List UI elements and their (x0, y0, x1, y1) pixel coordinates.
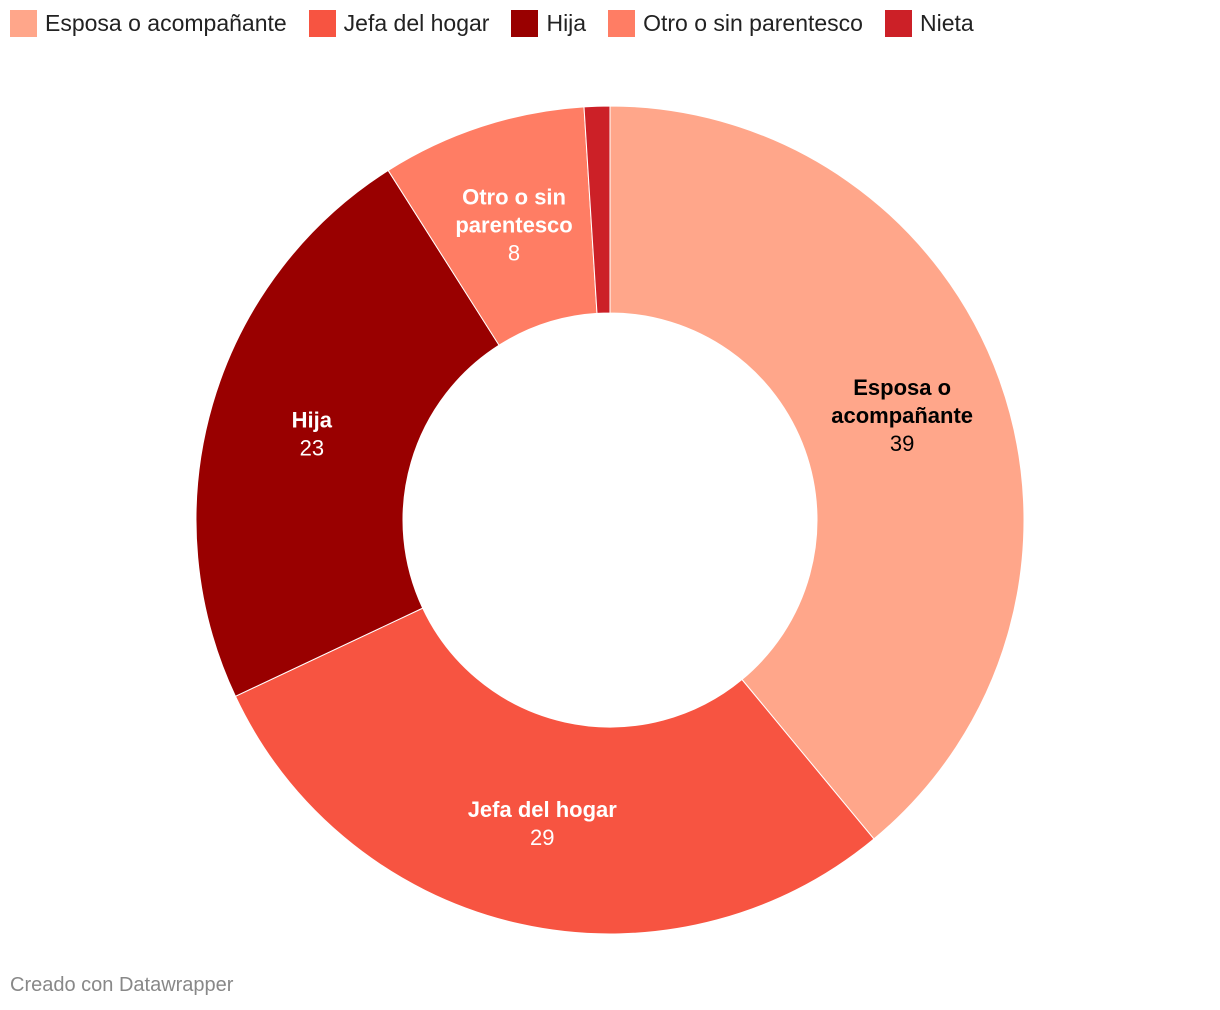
legend-label-nieta: Nieta (919, 10, 974, 36)
legend-label-jefa: Jefa del hogar (343, 10, 490, 36)
legend-item-jefa: Jefa del hogar (308, 10, 490, 37)
slice-hija (195, 169, 500, 697)
legend-item-esposa: Esposa o acompañante (10, 10, 287, 37)
slice-label-otro: parentesco (455, 213, 572, 238)
slice-label-jefa: Jefa del hogar (468, 797, 618, 822)
legend-label-otro: Otro o sin parentesco (643, 10, 863, 36)
legend-label-esposa: Esposa o acompañante (45, 10, 287, 36)
slice-value-hija: 23 (300, 435, 324, 460)
legend-swatch-nieta (884, 10, 912, 37)
legend: Esposa o acompañante Jefa del hogar Hija… (10, 10, 974, 37)
slice-value-jefa: 29 (530, 825, 554, 850)
slice-label-esposa: acompañante (831, 403, 973, 428)
legend-label-hija: Hija (546, 10, 587, 36)
slice-jefa (234, 607, 875, 935)
legend-item-otro: Otro o sin parentesco (608, 10, 863, 37)
slice-label-otro: Otro o sin (462, 185, 566, 210)
slice-nieta (583, 105, 611, 314)
legend-item-nieta: Nieta (884, 10, 974, 37)
slice-esposa (609, 105, 1025, 840)
legend-swatch-jefa (308, 10, 336, 37)
credit-text: Creado con Datawrapper (10, 974, 234, 996)
slice-value-esposa: 39 (890, 431, 914, 456)
legend-swatch-esposa (10, 10, 37, 37)
legend-swatch-otro (608, 10, 636, 37)
slice-label-esposa: Esposa o (853, 375, 951, 400)
slice-value-otro: 8 (508, 241, 520, 266)
legend-swatch-hija (511, 10, 539, 37)
legend-item-hija: Hija (511, 10, 586, 37)
slice-label-hija: Hija (292, 407, 333, 432)
